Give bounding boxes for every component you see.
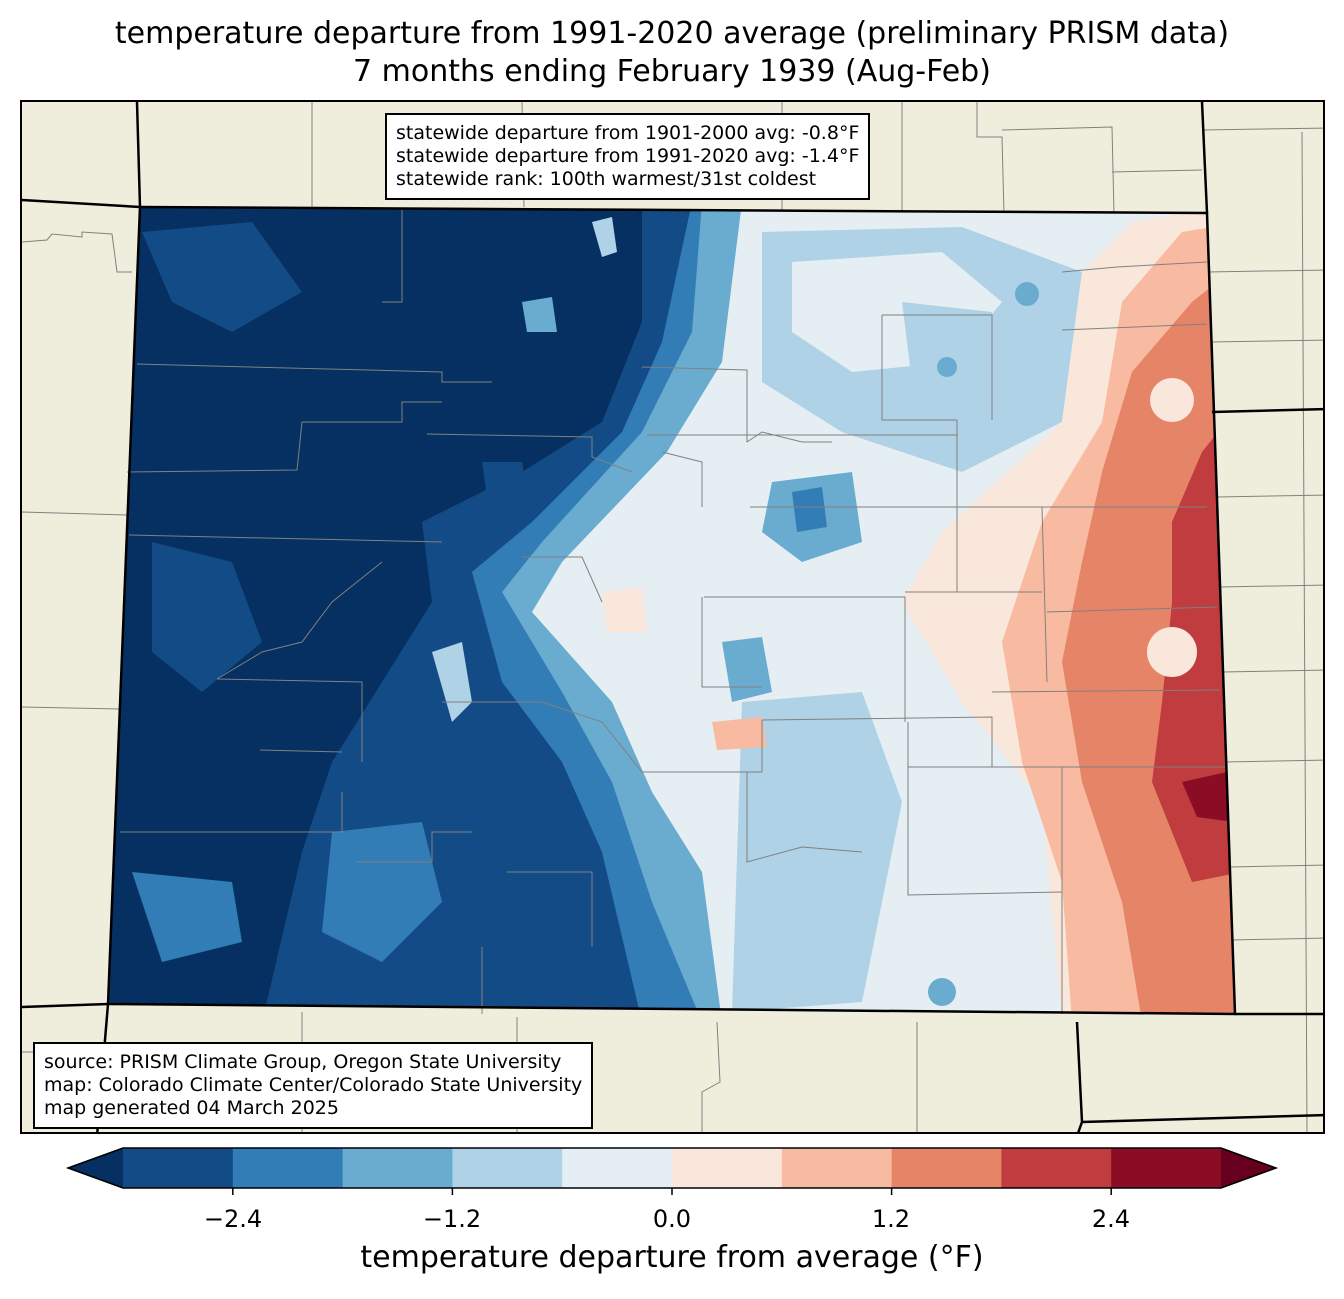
colorbar-tick-label: 0.0 bbox=[652, 1205, 692, 1233]
stats-line-1901-2000: statewide departure from 1901-2000 avg: … bbox=[396, 122, 860, 144]
departure-field bbox=[108, 207, 1235, 1014]
colorbar-bin bbox=[781, 1148, 893, 1188]
colorbar-extend-low bbox=[68, 1148, 123, 1188]
colorbar-bin bbox=[562, 1148, 673, 1188]
map-title-line2: 7 months ending February 1939 (Aug-Feb) bbox=[353, 54, 991, 89]
colorbar-tick-label: −2.4 bbox=[203, 1205, 263, 1233]
colorbar-bin bbox=[1001, 1148, 1112, 1188]
state-boundaries bbox=[22, 102, 1323, 1132]
colorbar-outline bbox=[65, 1147, 1279, 1189]
colorbar-bin bbox=[232, 1148, 344, 1188]
source-line-prism: source: PRISM Climate Group, Oregon Stat… bbox=[44, 1051, 562, 1073]
colorbar-tick-label: 1.2 bbox=[871, 1205, 911, 1233]
map-panel: statewide departure from 1901-2000 avg: … bbox=[20, 100, 1325, 1134]
stats-line-rank: statewide rank: 100th warmest/31st colde… bbox=[396, 168, 817, 190]
colorbar-tick-label: −1.2 bbox=[422, 1205, 482, 1233]
source-line-generated: map generated 04 March 2025 bbox=[44, 1097, 339, 1119]
source-box: source: PRISM Climate Group, Oregon Stat… bbox=[33, 1042, 594, 1129]
colorbar-bin bbox=[1111, 1148, 1222, 1188]
colorbar-tick-label: 2.4 bbox=[1091, 1205, 1131, 1233]
map-title-line1: temperature departure from 1991-2020 ave… bbox=[114, 16, 1230, 51]
colorbar-label: temperature departure from average (°F) bbox=[360, 1240, 984, 1275]
source-line-map: map: Colorado Climate Center/Colorado St… bbox=[44, 1074, 583, 1096]
colorbar-bin bbox=[672, 1148, 783, 1188]
colorbar-extend-high bbox=[1221, 1148, 1276, 1188]
stats-line-1991-2020: statewide departure from 1991-2020 avg: … bbox=[396, 145, 860, 167]
colorbar-bin bbox=[452, 1148, 563, 1188]
colorado-map bbox=[22, 102, 1323, 1132]
colorbar bbox=[65, 1147, 1279, 1195]
statewide-stats-box: statewide departure from 1901-2000 avg: … bbox=[385, 113, 871, 200]
colorbar-bin bbox=[891, 1148, 1002, 1188]
colorbar-bin bbox=[123, 1148, 234, 1188]
colorbar-bin bbox=[342, 1148, 453, 1188]
colorado-county-lines bbox=[120, 209, 1227, 1014]
